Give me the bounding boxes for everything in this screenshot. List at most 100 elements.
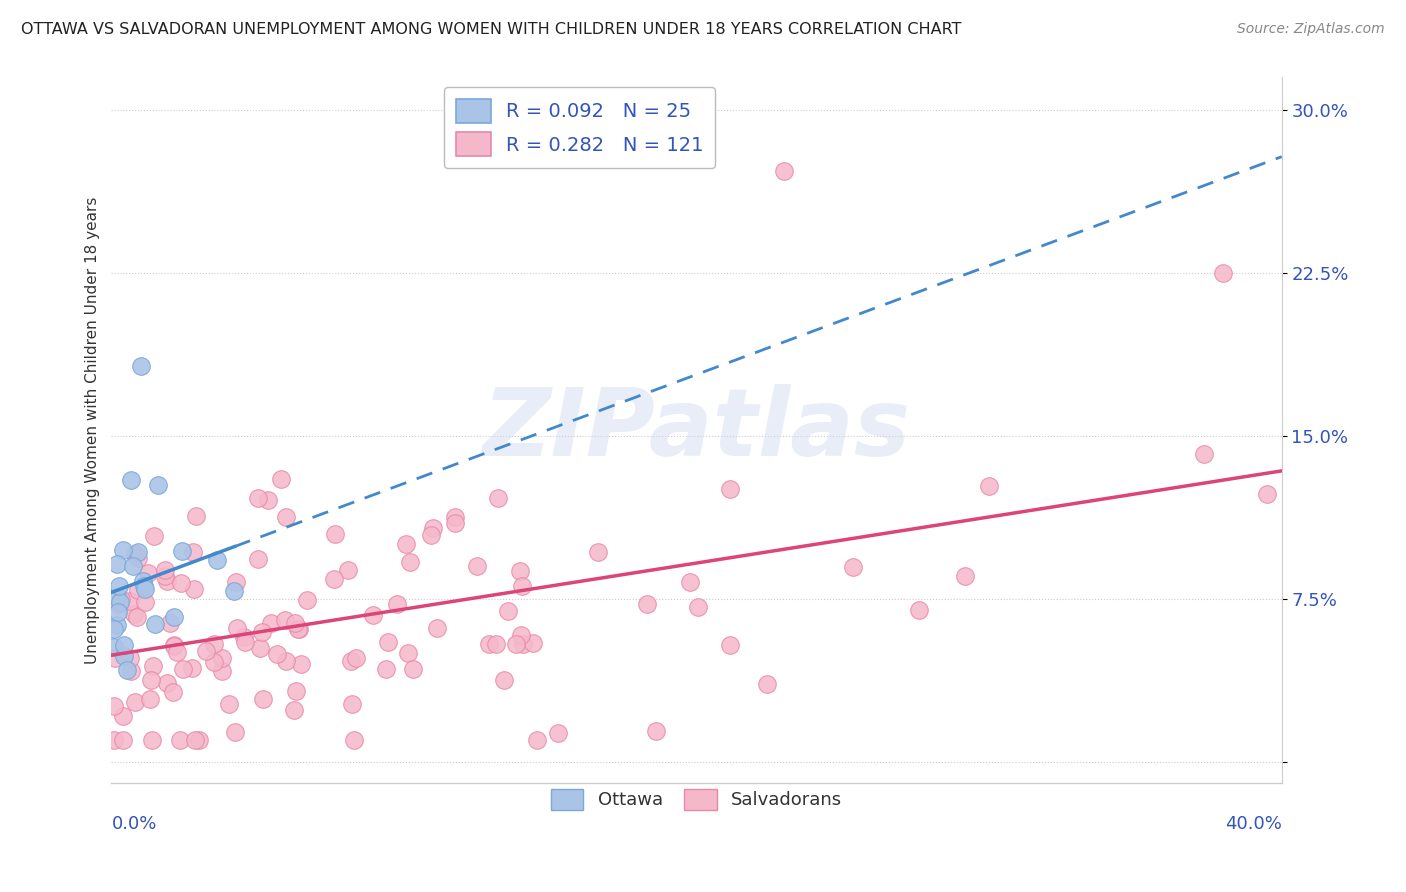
Point <box>270 472 292 486</box>
Point <box>156 574 179 588</box>
Point <box>146 478 169 492</box>
Point <box>977 479 1000 493</box>
Point <box>396 647 419 661</box>
Point <box>134 582 156 596</box>
Point <box>170 544 193 558</box>
Point <box>105 618 128 632</box>
Point <box>107 578 129 592</box>
Point <box>163 609 186 624</box>
Point <box>194 643 217 657</box>
Point <box>526 733 548 747</box>
Point <box>773 164 796 178</box>
Point <box>205 553 228 567</box>
Point <box>120 665 142 679</box>
Point <box>169 733 191 747</box>
Point <box>496 604 519 618</box>
Point <box>142 659 165 673</box>
Text: 0.0%: 0.0% <box>111 815 157 833</box>
Point <box>124 695 146 709</box>
Point <box>485 637 508 651</box>
Point <box>444 509 467 524</box>
Point <box>163 639 186 653</box>
Point <box>181 661 204 675</box>
Point <box>211 650 233 665</box>
Point <box>120 473 142 487</box>
Point <box>103 698 125 713</box>
Point <box>121 559 143 574</box>
Point <box>120 594 142 608</box>
Point <box>188 733 211 747</box>
Point <box>224 583 246 598</box>
Point <box>132 574 155 589</box>
Point <box>155 563 177 577</box>
Point <box>112 639 135 653</box>
Point <box>375 662 398 676</box>
Point <box>842 560 865 574</box>
Y-axis label: Unemployment Among Women with Children Under 18 years: Unemployment Among Women with Children U… <box>86 197 100 665</box>
Point <box>249 641 271 656</box>
Point <box>276 654 298 668</box>
Point <box>250 624 273 639</box>
Point <box>260 616 283 631</box>
Point <box>444 516 467 531</box>
Point <box>955 569 977 583</box>
Point <box>644 724 666 739</box>
Point <box>129 359 152 374</box>
Point <box>153 569 176 583</box>
Point <box>755 677 778 691</box>
Point <box>908 603 931 617</box>
Point <box>257 492 280 507</box>
Point <box>422 521 444 535</box>
Point <box>143 529 166 543</box>
Point <box>211 664 233 678</box>
Point <box>218 697 240 711</box>
Point <box>679 574 702 589</box>
Point <box>183 582 205 597</box>
Point <box>136 566 159 580</box>
Point <box>159 615 181 630</box>
Point <box>181 544 204 558</box>
Point <box>112 542 135 557</box>
Point <box>134 594 156 608</box>
Point <box>127 550 149 565</box>
Point <box>323 572 346 586</box>
Point <box>287 622 309 636</box>
Point <box>124 607 146 621</box>
Point <box>112 733 135 747</box>
Point <box>547 726 569 740</box>
Point <box>398 555 420 569</box>
Point <box>162 685 184 699</box>
Text: Source: ZipAtlas.com: Source: ZipAtlas.com <box>1237 22 1385 37</box>
Point <box>718 483 741 497</box>
Point <box>225 621 247 635</box>
Point <box>426 621 449 635</box>
Text: OTTAWA VS SALVADORAN UNEMPLOYMENT AMONG WOMEN WITH CHILDREN UNDER 18 YEARS CORRE: OTTAWA VS SALVADORAN UNEMPLOYMENT AMONG … <box>21 22 962 37</box>
Point <box>340 698 363 712</box>
Point <box>108 597 131 611</box>
Point <box>284 616 307 631</box>
Point <box>170 576 193 591</box>
Point <box>112 649 135 664</box>
Point <box>103 733 125 747</box>
Point <box>132 579 155 593</box>
Point <box>107 606 129 620</box>
Point <box>505 637 527 651</box>
Point <box>224 725 246 739</box>
Point <box>1212 266 1234 280</box>
Point <box>494 673 516 687</box>
Point <box>419 528 441 542</box>
Text: 40.0%: 40.0% <box>1225 815 1282 833</box>
Point <box>478 637 501 651</box>
Point <box>127 545 149 559</box>
Point <box>143 617 166 632</box>
Point <box>105 558 128 572</box>
Legend: Ottawa, Salvadorans: Ottawa, Salvadorans <box>544 781 849 817</box>
Point <box>225 575 247 590</box>
Point <box>111 709 134 723</box>
Point <box>156 676 179 690</box>
Point <box>1194 448 1216 462</box>
Point <box>183 733 205 747</box>
Point <box>361 608 384 623</box>
Point <box>486 491 509 506</box>
Point <box>127 583 149 598</box>
